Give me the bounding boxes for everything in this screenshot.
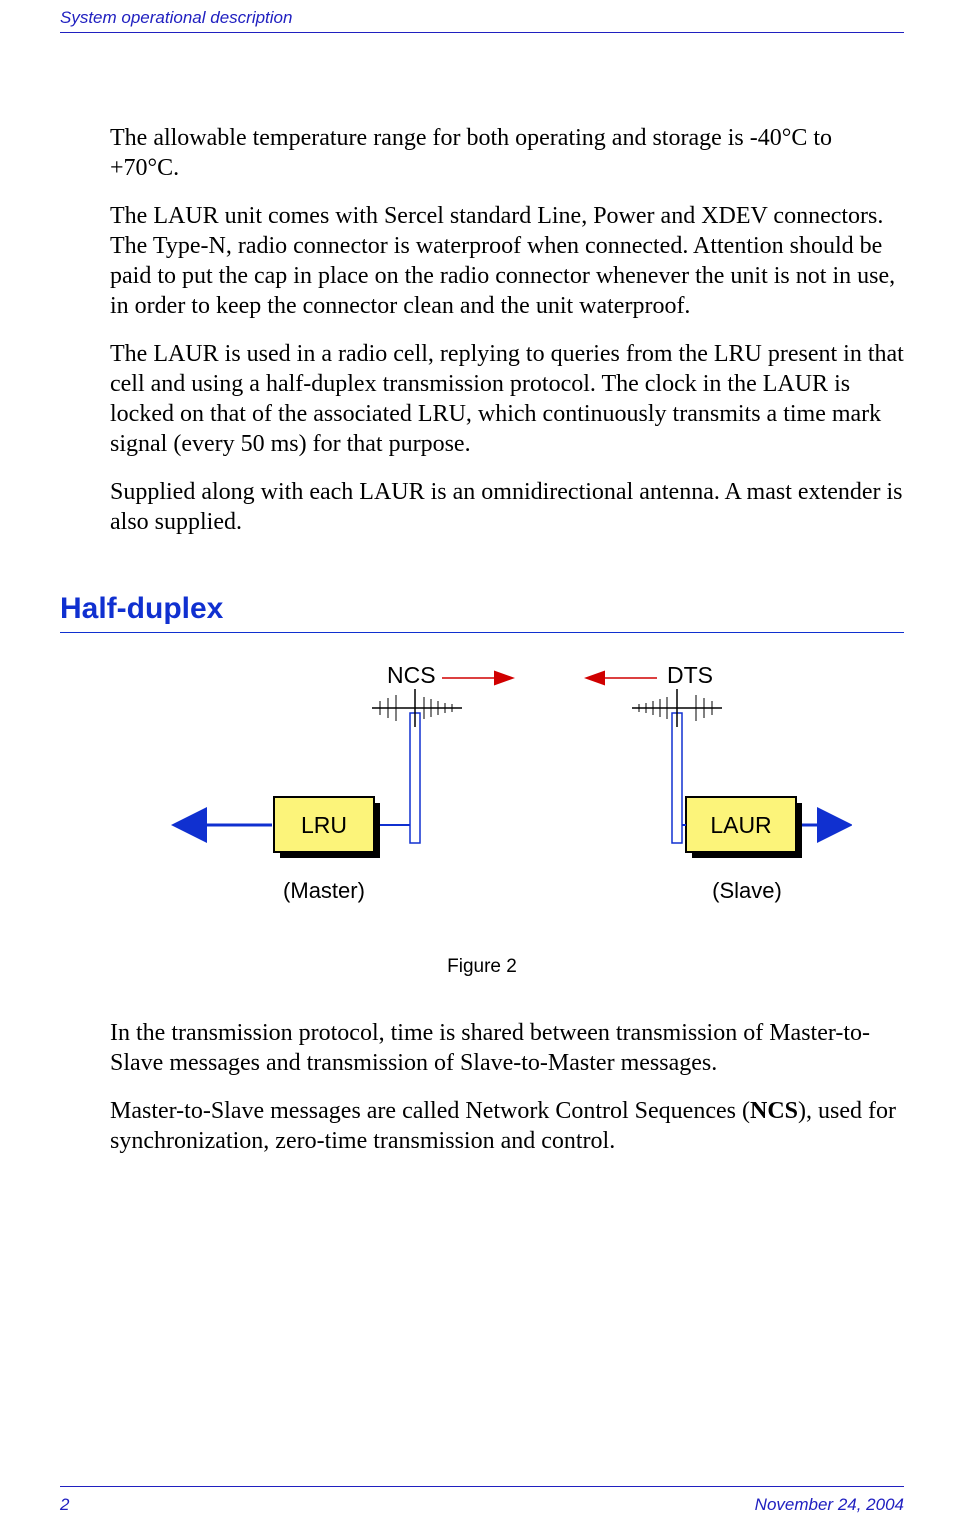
paragraph-4: Supplied along with each LAUR is an omni… [110,477,904,537]
p6-pre: Master-to-Slave messages are called Netw… [110,1098,750,1124]
half-duplex-diagram: NCS DTS [112,653,852,933]
page-header: System operational description [60,0,904,33]
dts-label: DTS [667,662,713,688]
body-content-2: In the transmission protocol, time is sh… [60,1018,904,1156]
body-content: The allowable temperature range for both… [60,123,904,537]
laur-box: LAUR [686,797,802,858]
paragraph-1: The allowable temperature range for both… [110,123,904,183]
master-label: (Master) [283,878,365,903]
paragraph-6: Master-to-Slave messages are called Netw… [110,1096,904,1156]
lru-label: LRU [301,812,347,838]
lru-box: LRU [274,797,380,858]
page-number: 2 [60,1495,69,1515]
section-heading-half-duplex: Half-duplex [60,592,904,626]
paragraph-2: The LAUR unit comes with Sercel standard… [110,201,904,321]
p6-bold: NCS [750,1098,798,1124]
header-title: System operational description [60,8,904,28]
footer-date: November 24, 2004 [755,1495,904,1515]
slave-label: (Slave) [712,878,782,903]
header-rule [60,32,904,33]
laur-label: LAUR [710,812,771,838]
paragraph-5: In the transmission protocol, time is sh… [110,1018,904,1078]
page-footer: 2 November 24, 2004 [60,1495,904,1515]
lru-antenna [372,689,462,843]
section-rule [60,632,904,633]
figure-caption: Figure 2 [60,956,904,978]
ncs-label: NCS [387,662,436,688]
paragraph-3: The LAUR is used in a radio cell, replyi… [110,339,904,459]
footer-rule [60,1486,904,1487]
figure-2: NCS DTS [60,653,904,978]
